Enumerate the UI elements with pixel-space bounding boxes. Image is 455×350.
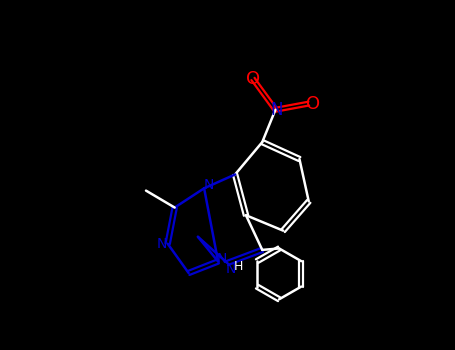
Text: O: O — [306, 94, 320, 113]
Text: N: N — [270, 101, 283, 119]
Text: N: N — [157, 237, 167, 251]
Text: O: O — [246, 70, 260, 88]
Text: H: H — [233, 260, 243, 273]
Text: N: N — [226, 262, 237, 276]
Text: N: N — [203, 178, 214, 192]
Text: N: N — [217, 252, 227, 266]
